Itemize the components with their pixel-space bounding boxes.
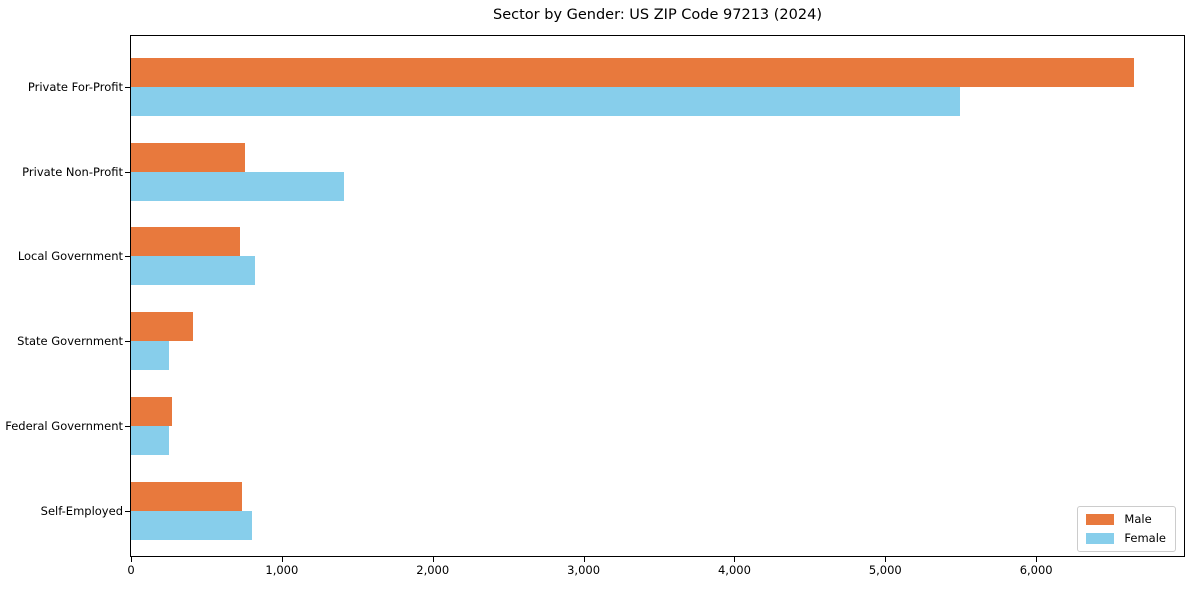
bar-male-federal-government: [131, 396, 172, 426]
y-tick-mark: [125, 256, 130, 258]
legend-label-male: Male: [1124, 512, 1152, 526]
y-tick-label-local-government: Local Government: [17, 249, 123, 264]
bar-male-local-government: [131, 227, 240, 257]
chart-title: Sector by Gender: US ZIP Code 97213 (202…: [493, 7, 822, 23]
y-tick-mark: [125, 510, 130, 512]
x-tick-mark: [281, 557, 283, 562]
bar-male-state-government: [131, 312, 193, 342]
bar-female-private-non-profit: [131, 171, 345, 201]
x-tick-label-6000: 6,000: [1019, 563, 1053, 577]
y-tick-mark: [125, 425, 130, 427]
x-tick-mark: [131, 557, 132, 562]
x-tick-label-1000: 1,000: [265, 563, 299, 577]
legend-entry-male: Male: [1086, 512, 1166, 526]
y-tick-mark: [125, 87, 130, 88]
y-tick-mark: [125, 171, 130, 173]
y-tick-label-self-employed: Self-Employed: [40, 503, 123, 518]
legend: Male Female: [1077, 506, 1176, 552]
x-tick-mark: [1036, 557, 1038, 562]
x-tick-label-4000: 4,000: [717, 563, 751, 577]
legend-swatch-female-icon: [1086, 532, 1115, 544]
x-tick-mark: [885, 557, 887, 562]
bar-male-private-non-profit: [131, 142, 245, 172]
legend-entry-female: Female: [1086, 531, 1166, 545]
x-tick-label-2000: 2,000: [416, 563, 450, 577]
bar-female-local-government: [131, 256, 255, 286]
y-tick-label-state-government: State Government: [17, 334, 123, 349]
x-tick-mark: [734, 557, 736, 562]
y-tick-mark: [125, 341, 130, 343]
y-tick-label-federal-government: Federal Government: [5, 418, 123, 433]
bar-male-private-for-profit: [131, 58, 1135, 87]
plot-area: Male Female: [130, 35, 1185, 557]
y-tick-label-private-for-profit: Private For-Profit: [27, 80, 123, 94]
bar-female-federal-government: [131, 425, 170, 455]
bar-male-self-employed: [131, 481, 242, 511]
x-tick-label-5000: 5,000: [868, 563, 902, 577]
x-tick-mark: [583, 557, 585, 562]
bar-female-self-employed: [131, 510, 252, 540]
legend-label-female: Female: [1124, 531, 1166, 545]
x-tick-label-0: 0: [127, 563, 135, 577]
y-tick-label-private-non-profit: Private Non-Profit: [22, 164, 123, 179]
x-tick-label-3000: 3,000: [567, 563, 601, 577]
bar-female-private-for-profit: [131, 87, 960, 116]
x-tick-mark: [432, 557, 434, 562]
legend-swatch-male-icon: [1086, 513, 1115, 525]
bar-female-state-government: [131, 341, 169, 371]
